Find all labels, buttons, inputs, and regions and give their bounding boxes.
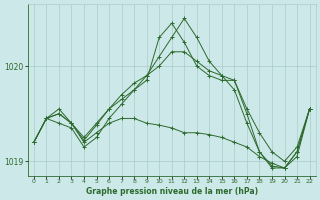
- X-axis label: Graphe pression niveau de la mer (hPa): Graphe pression niveau de la mer (hPa): [86, 187, 258, 196]
